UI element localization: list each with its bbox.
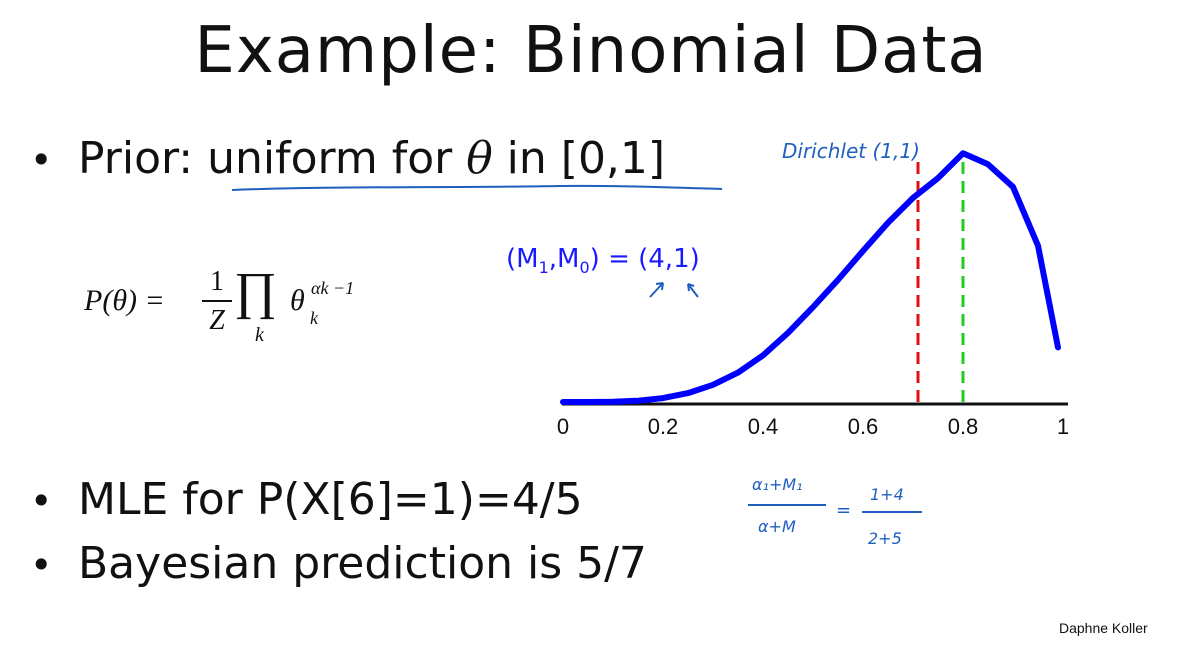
bullet-dot: • — [30, 543, 53, 587]
formula-lhs: P(θ) = — [84, 284, 165, 317]
x-tick-label: 0.6 — [848, 414, 879, 439]
formula-product-index: k — [255, 324, 264, 346]
x-tick-label: 0 — [557, 414, 569, 439]
dirichlet-annotation: Dirichlet (1,1) — [782, 139, 920, 163]
bayes-text: Bayesian prediction is 5/7 — [78, 538, 647, 589]
attribution: Daphne Koller — [1059, 620, 1148, 636]
counts-label: (M1,M0) = (4,1) — [506, 244, 700, 277]
formula-base: θ — [290, 284, 305, 317]
reference-lines — [916, 158, 965, 402]
slide-title: Example: Binomial Data — [194, 14, 988, 88]
bullet-dot: • — [30, 138, 53, 182]
formula-subscript: k — [310, 308, 318, 328]
beta-plot: 0 0.2 0.4 0.6 0.8 1 — [557, 150, 1069, 439]
counts-value: ) = (4,1) — [589, 244, 700, 274]
annotation-arrow-1 — [649, 282, 664, 298]
counts-mid: ,M — [548, 244, 580, 274]
handwritten-rhs-numerator: 1+4 — [870, 485, 904, 504]
x-tick-label: 0.2 — [648, 414, 679, 439]
formula-exponent: αk −1 — [311, 278, 355, 298]
handwritten-numerator: α₁+M₁ — [752, 475, 803, 494]
formula-frac-num: 1 — [210, 266, 224, 297]
formula-fraction: 1 Z — [202, 266, 232, 338]
handwritten-equals: = — [836, 500, 851, 521]
formula-frac-den: Z — [209, 305, 225, 336]
formula-product-symbol: ∏ — [234, 263, 277, 320]
x-tick-labels: 0 0.2 0.4 0.6 0.8 1 — [557, 414, 1069, 439]
mle-text: MLE for P(X[6]=1)=4/5 — [78, 474, 583, 525]
annotation-arrow-2 — [687, 283, 699, 298]
prior-prefix: Prior: — [78, 133, 208, 184]
handwritten-rhs-denominator: 2+5 — [868, 529, 902, 548]
bullet-dot: • — [30, 479, 53, 523]
x-tick-label: 0.8 — [948, 414, 979, 439]
x-tick-label: 0.4 — [748, 414, 779, 439]
counts-open: (M — [506, 244, 539, 274]
bullet-mle: • MLE for P(X[6]=1)=4/5 — [30, 474, 583, 525]
formula-frac-bar — [202, 300, 232, 302]
prior-theta: θ — [466, 133, 493, 184]
prior-underlined-b: in [0,1] — [492, 133, 666, 184]
counts-sub-1: 1 — [538, 258, 549, 278]
prior-underline — [231, 184, 723, 191]
bullet-prior: • Prior: uniform for θ in [0,1] — [30, 133, 665, 184]
x-tick-label: 1 — [1057, 414, 1069, 439]
counts-sub-0: 0 — [579, 258, 590, 278]
handwritten-denominator: α+M — [758, 517, 796, 536]
bullet-bayes: • Bayesian prediction is 5/7 — [30, 538, 647, 589]
prior-underlined-a: uniform for — [207, 133, 467, 184]
series-line — [560, 150, 1061, 405]
